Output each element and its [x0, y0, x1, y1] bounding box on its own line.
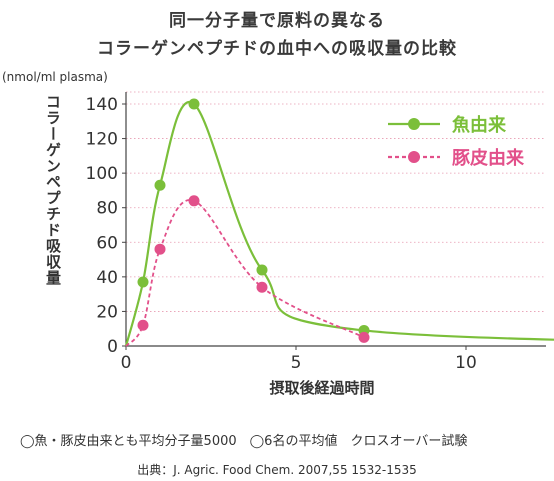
- y-tick-label-120: 120: [86, 130, 118, 150]
- series-1-point-4: [358, 331, 370, 343]
- chart-title: 同一分子量で原料の異なる: [169, 11, 385, 31]
- legend-label-0: 魚由来: [452, 114, 507, 136]
- y-tick-label-100: 100: [86, 164, 118, 184]
- x-axis-label: 摂取後経過時間: [269, 379, 374, 397]
- y-tick-label-140: 140: [86, 95, 118, 115]
- y-tick-label-60: 60: [96, 233, 118, 253]
- y-tick-label-0: 0: [107, 337, 118, 357]
- series-0-point-0: [137, 276, 149, 288]
- x-tick-label-10: 10: [455, 353, 477, 373]
- series-1-point-3: [256, 281, 268, 293]
- y-axis-label: コラーゲンペプチド吸収量: [44, 94, 62, 286]
- series-1-point-1: [154, 243, 166, 255]
- unit-label: (nmol/ml plasma): [2, 70, 108, 84]
- footnote: ◯魚・豚皮由来とも平均分子量5000 ◯6名の平均値 クロスオーバー試験: [20, 434, 468, 449]
- y-tick-label-40: 40: [96, 268, 118, 288]
- source-citation: 出典：J. Agric. Food Chem. 2007,55 1532-153…: [137, 463, 417, 477]
- x-tick-label-0: 0: [121, 353, 132, 373]
- x-tick-label-5: 5: [291, 353, 302, 373]
- y-tick-label-80: 80: [96, 199, 118, 219]
- legend-label-1: 豚皮由来: [452, 147, 525, 169]
- series-1-point-0: [137, 319, 149, 331]
- legend-marker-1: [408, 151, 420, 163]
- series-0-point-3: [256, 264, 268, 276]
- series-line-0: [124, 100, 554, 347]
- y-tick-label-20: 20: [96, 302, 118, 322]
- chart-subtitle: コラーゲンペプチドの血中への吸収量の比較: [97, 39, 457, 59]
- series-0-point-1: [154, 179, 166, 191]
- legend-marker-0: [408, 118, 420, 130]
- series-0-point-2: [188, 98, 200, 110]
- series-line-1: [125, 199, 365, 347]
- series-1-point-2: [188, 195, 200, 207]
